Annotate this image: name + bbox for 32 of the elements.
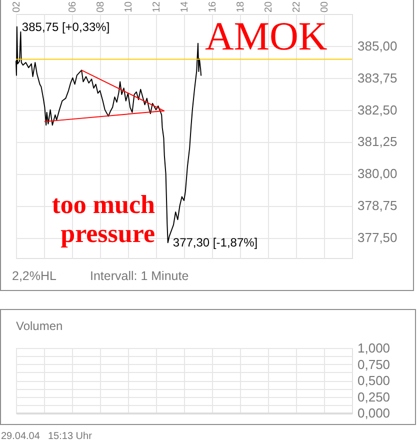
y-tick-label: 377,50 [358,230,398,246]
y-tick-label: 380,00 [358,166,398,182]
x-tick-label: 10 [124,0,134,12]
x-tick-label: 08 [96,0,106,12]
annotation: AMOK [205,14,328,59]
annotation: 377,30 [-1,87%] [172,236,258,250]
y-tick-label: 382,50 [358,102,398,118]
y-tick-label: 378,75 [358,198,398,214]
y-tick-label: 0,500 [358,373,390,388]
x-tick-label: 12 [152,0,162,12]
x-tick-label: 20 [264,0,274,12]
x-tick-label: 00 [320,0,330,12]
text: 29.04.04 [1,431,40,442]
y-tick-label: 385,00 [358,38,398,54]
x-tick-label: 02 [12,0,22,12]
x-tick-label: 22 [292,0,302,12]
text: 15:13 Uhr [48,431,93,442]
text: Intervall: 1 Minute [90,269,189,283]
chart-title: Volumen [16,319,63,333]
y-tick-label: 0,750 [358,356,390,372]
y-tick-label: 0,000 [358,406,390,420]
x-tick-label: 18 [236,0,246,12]
y-tick-label: 1,000 [358,340,390,356]
x-tick-label: 16 [208,0,218,12]
text: 2,2%HL [12,269,57,283]
x-tick-label: 14 [180,0,190,12]
annotation: too much pressure [52,190,156,248]
annotation: 385,75 [+0,33%] [22,20,110,34]
y-tick-label: 0,250 [358,389,390,404]
x-tick-label: 06 [68,0,78,12]
y-tick-label: 383,75 [358,70,398,86]
y-tick-label: 381,25 [358,134,398,150]
